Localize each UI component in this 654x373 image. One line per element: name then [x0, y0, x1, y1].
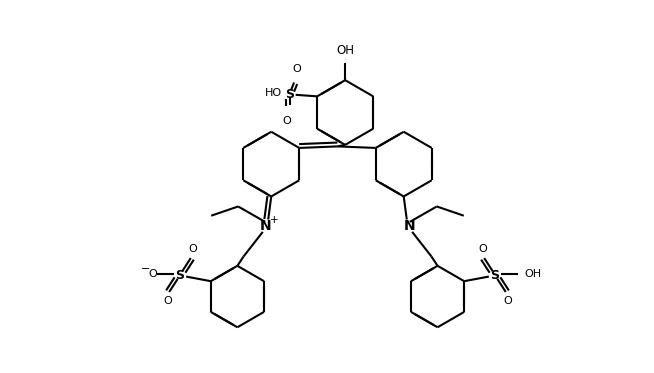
Text: O: O	[164, 296, 172, 306]
Text: N: N	[404, 219, 416, 233]
Text: N: N	[259, 219, 271, 233]
Text: OH: OH	[525, 269, 542, 279]
Text: O: O	[148, 269, 157, 279]
Text: +: +	[270, 214, 279, 225]
Text: S: S	[175, 269, 184, 282]
Text: HO: HO	[265, 88, 282, 97]
Text: O: O	[282, 116, 291, 126]
Text: OH: OH	[336, 44, 354, 57]
Text: O: O	[503, 296, 511, 306]
Text: −: −	[141, 264, 150, 274]
Text: O: O	[188, 244, 197, 254]
Text: S: S	[285, 88, 294, 101]
Text: S: S	[490, 269, 500, 282]
Text: O: O	[478, 244, 487, 254]
Text: O: O	[293, 64, 301, 74]
